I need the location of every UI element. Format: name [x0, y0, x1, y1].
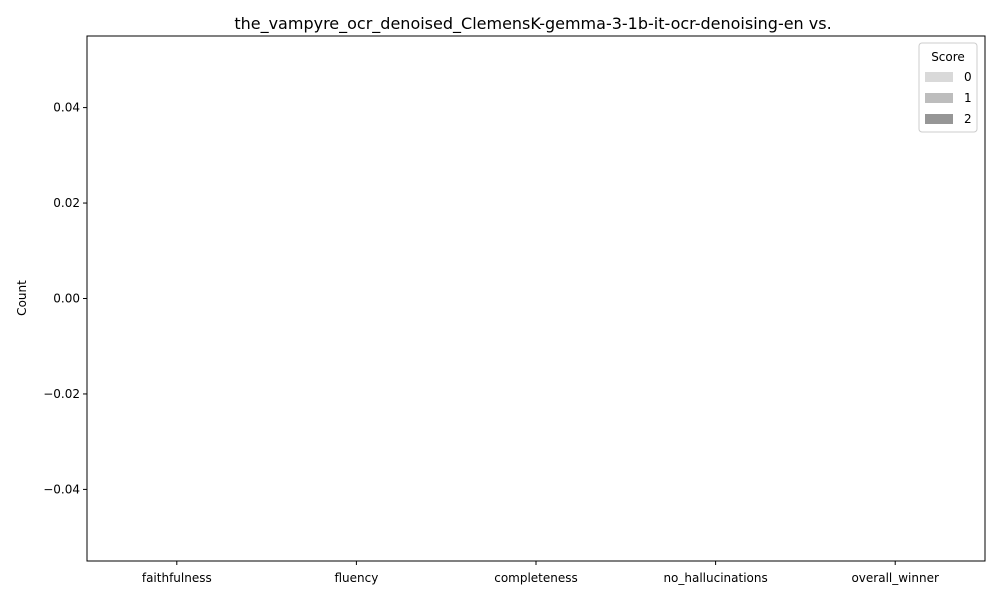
legend-swatch-0: [925, 72, 953, 82]
x-tick-label: faithfulness: [142, 571, 212, 585]
y-tick-label: 0.04: [53, 101, 80, 115]
y-tick-label: −0.02: [43, 387, 80, 401]
chart-title: the_vampyre_ocr_denoised_ClemensK-gemma-…: [234, 14, 831, 34]
x-tick-label: fluency: [334, 571, 378, 585]
legend-items: 0 1 2: [925, 70, 972, 126]
legend-frame: [918, 42, 978, 133]
y-axis: 0.04 0.02 0.00 −0.02 −0.04: [43, 101, 87, 496]
plot-area: [87, 36, 985, 561]
legend-label: 0: [964, 70, 972, 84]
x-tick-label: no_hallucinations: [663, 571, 767, 585]
x-tick-label: overall_winner: [851, 571, 939, 585]
legend-label: 1: [964, 91, 972, 105]
legend-title: Score: [931, 50, 965, 64]
x-axis: faithfulness fluency completeness no_halluc…: [142, 561, 939, 585]
y-axis-label: Count: [15, 280, 29, 316]
legend-label: 2: [964, 112, 972, 126]
legend-swatch-1: [925, 93, 953, 103]
legend: Score 0 1 2: [918, 42, 978, 133]
y-tick-label: 0.02: [53, 196, 80, 210]
y-tick-label: −0.04: [43, 482, 80, 496]
legend-swatch-2: [925, 114, 953, 124]
y-tick-label: 0.00: [53, 292, 80, 306]
x-tick-label: completeness: [494, 571, 578, 585]
plot-frame: [86, 35, 986, 562]
